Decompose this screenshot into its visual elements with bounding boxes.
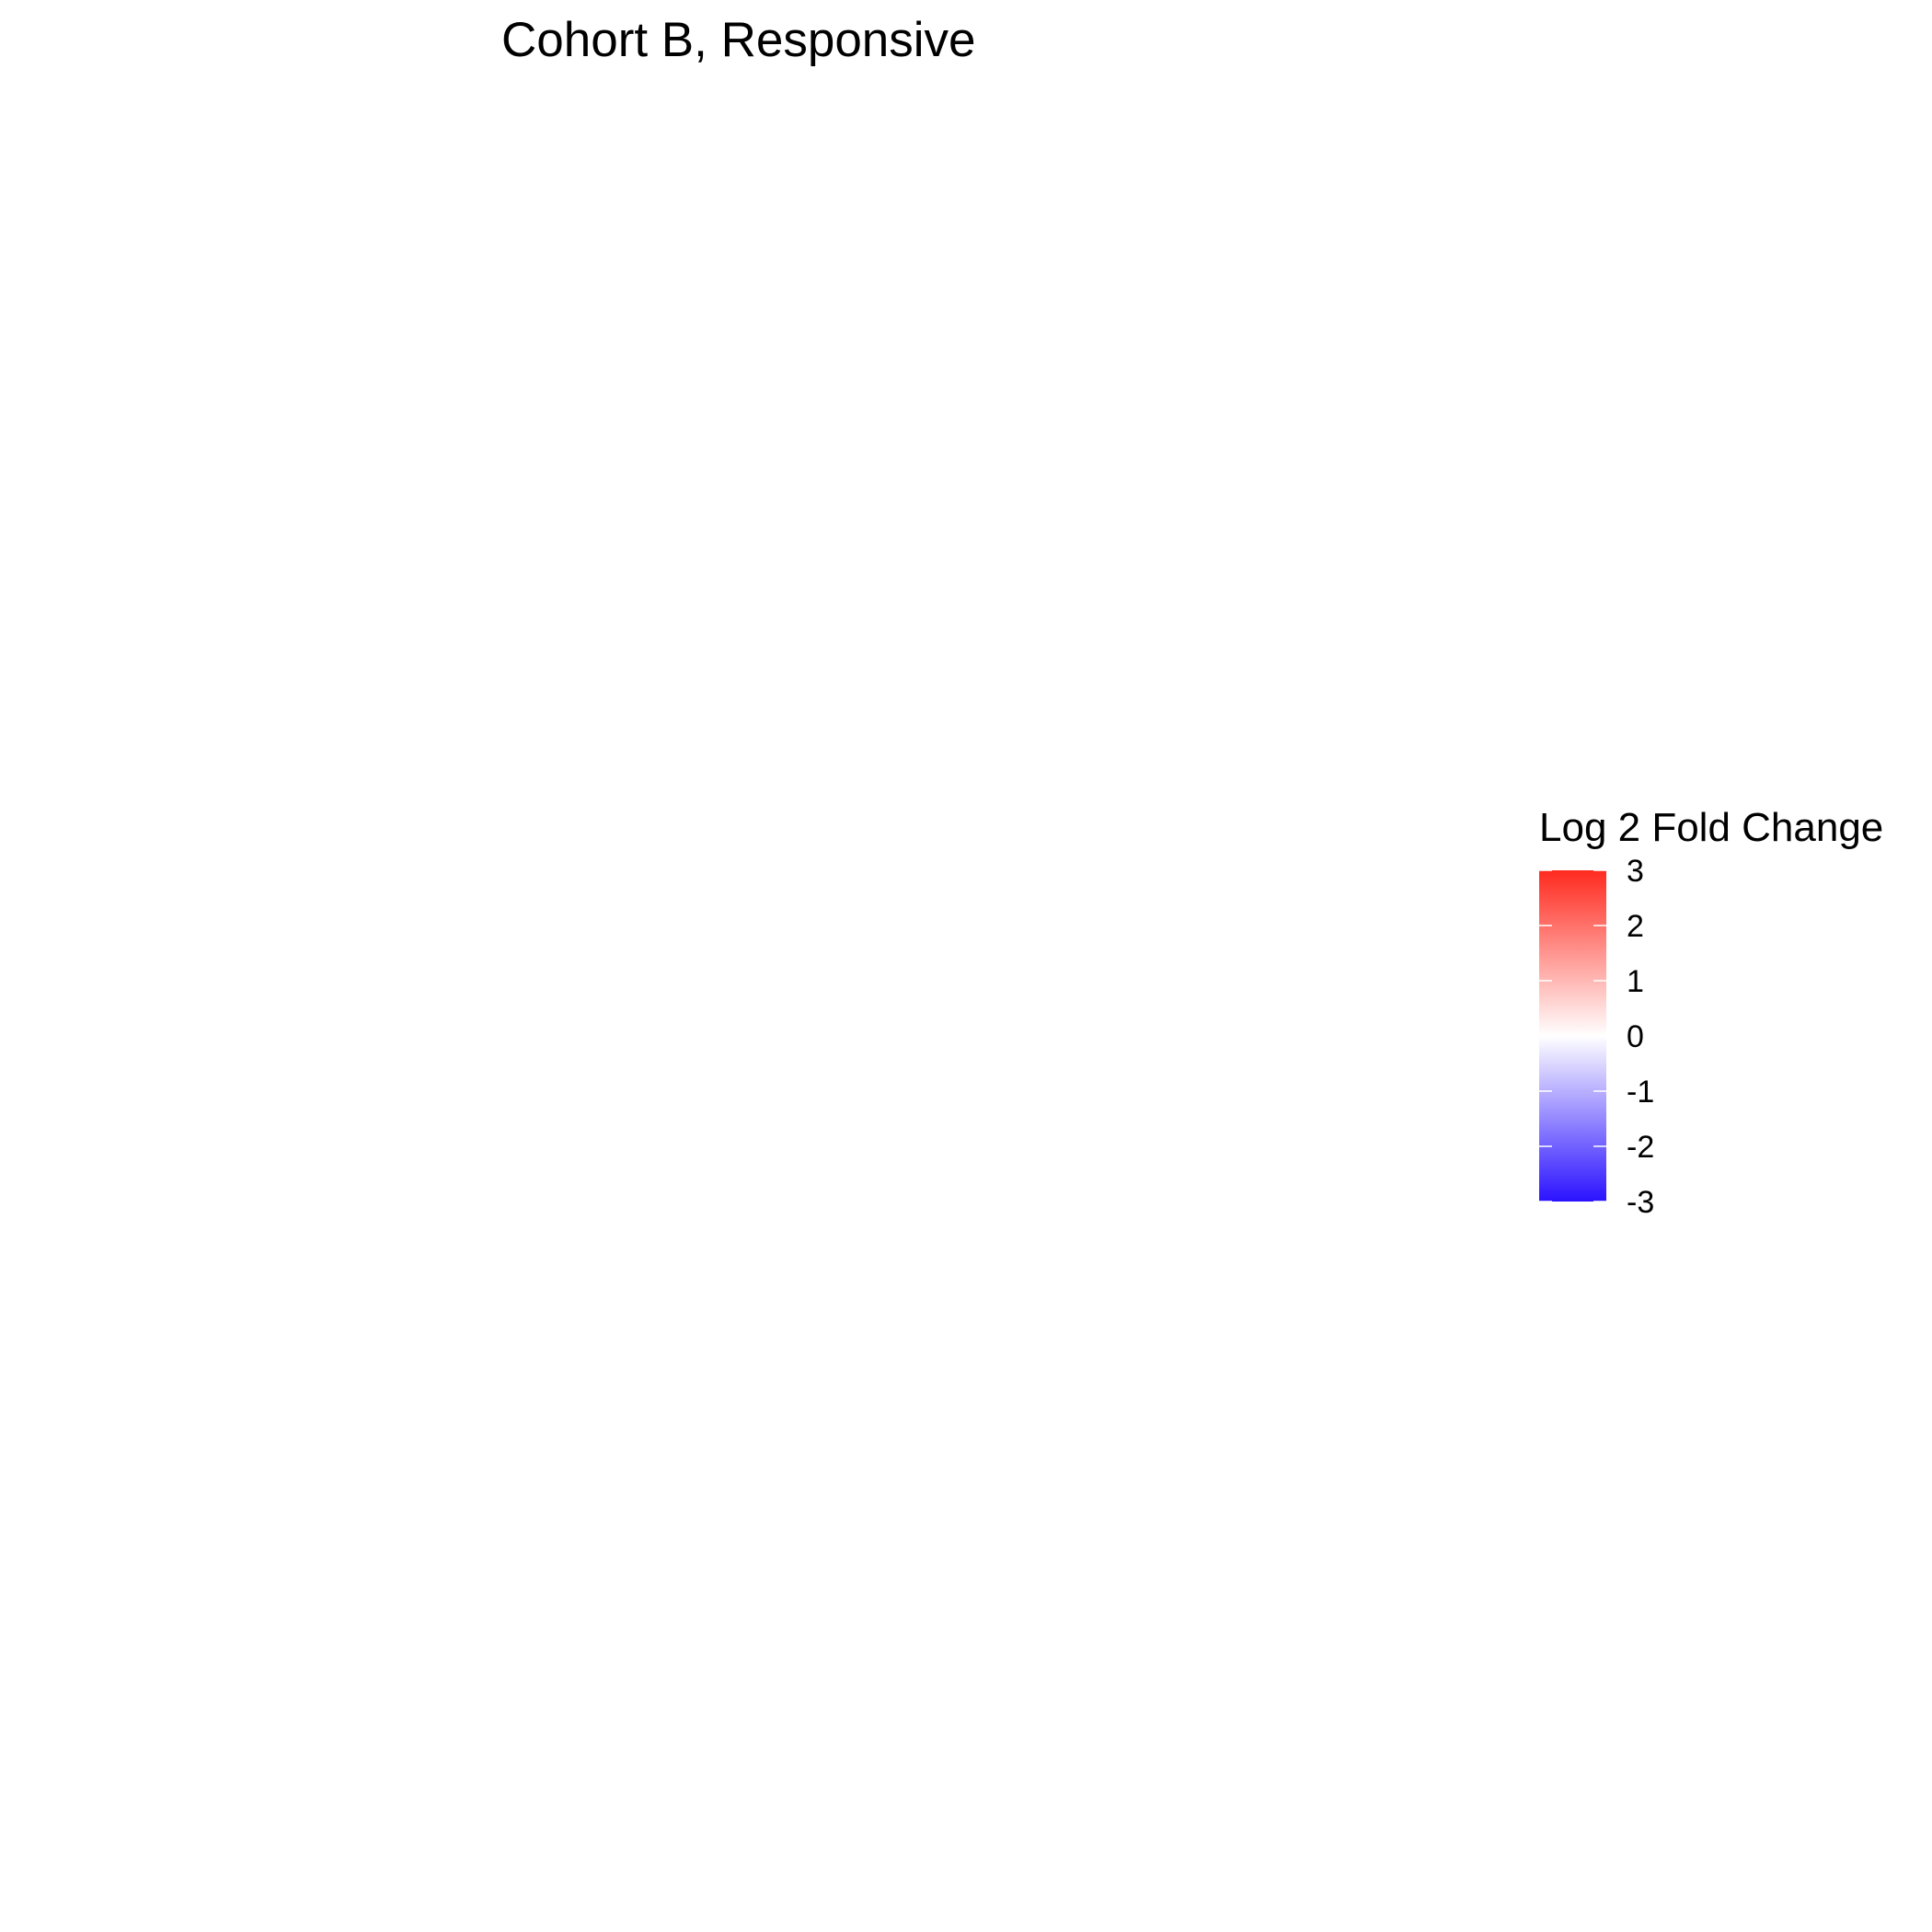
legend-tick-label: 1 — [1627, 964, 1644, 999]
legend-tick-label: 3 — [1627, 854, 1644, 889]
chart-title: Cohort B, Responsive — [501, 13, 976, 67]
legend-tick-label: 0 — [1627, 1019, 1644, 1054]
colorbar-svg: 3 2 1 0 -1 -2 -3 — [1539, 854, 1654, 1220]
legend-tick-label: -2 — [1627, 1130, 1654, 1165]
legend-tick-label: -1 — [1627, 1075, 1654, 1110]
heatmap-panel — [18, 83, 1490, 1914]
legend-tick-label: 2 — [1627, 909, 1644, 944]
legend-ticks: 3 2 1 0 -1 -2 -3 — [1539, 854, 1654, 1220]
legend-tick-label: -3 — [1627, 1185, 1654, 1220]
color-legend: Log 2 Fold Change 3 2 1 0 -1 -2 -3 — [1539, 804, 1926, 1227]
legend-title: Log 2 Fold Change — [1539, 805, 1884, 850]
